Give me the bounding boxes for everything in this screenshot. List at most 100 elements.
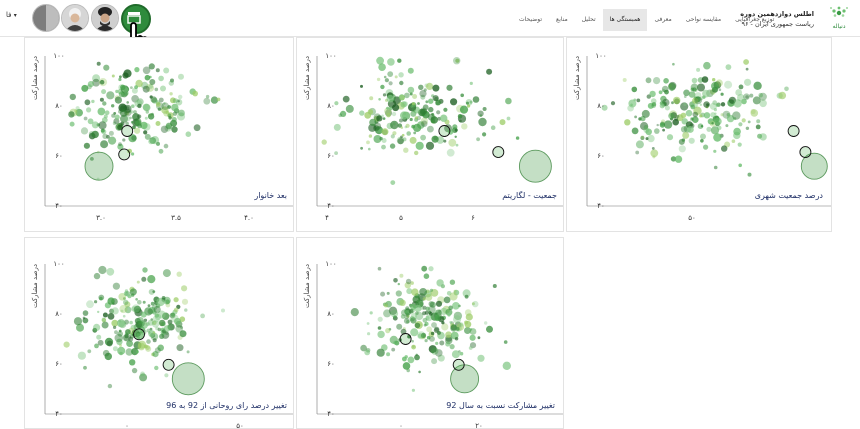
data-point[interactable] — [391, 347, 396, 352]
data-point[interactable] — [443, 139, 447, 143]
data-point[interactable] — [645, 128, 652, 136]
data-point[interactable] — [476, 137, 480, 142]
data-point[interactable] — [714, 112, 717, 115]
data-point[interactable] — [678, 145, 686, 153]
data-point[interactable] — [181, 285, 188, 292]
data-point[interactable] — [386, 352, 391, 357]
data-point[interactable] — [406, 368, 410, 373]
data-point[interactable] — [178, 109, 185, 117]
data-point[interactable] — [113, 325, 117, 329]
data-point[interactable] — [663, 78, 669, 84]
data-point-large[interactable] — [518, 149, 552, 183]
data-point[interactable] — [154, 313, 159, 318]
data-point[interactable] — [756, 119, 761, 124]
data-point[interactable] — [398, 72, 404, 78]
data-point[interactable] — [699, 114, 703, 118]
data-point[interactable] — [163, 102, 166, 105]
data-point[interactable] — [192, 90, 198, 97]
data-point[interactable] — [453, 57, 461, 65]
data-point[interactable] — [63, 341, 70, 348]
data-point[interactable] — [452, 124, 458, 130]
data-point[interactable] — [117, 331, 123, 337]
data-point[interactable] — [149, 137, 157, 144]
data-point[interactable] — [87, 349, 92, 354]
data-point[interactable] — [668, 82, 676, 91]
data-point[interactable] — [417, 333, 423, 339]
data-point[interactable] — [711, 122, 714, 125]
data-point[interactable] — [155, 121, 161, 126]
data-point[interactable] — [140, 121, 148, 130]
data-point[interactable] — [713, 133, 722, 142]
data-point[interactable] — [397, 282, 400, 286]
data-point[interactable] — [406, 131, 411, 136]
data-point[interactable] — [112, 346, 118, 352]
data-point[interactable] — [160, 85, 166, 92]
data-point[interactable] — [102, 101, 107, 106]
data-point[interactable] — [148, 306, 156, 314]
data-point[interactable] — [171, 126, 178, 133]
data-point[interactable] — [455, 58, 460, 63]
data-point[interactable] — [733, 131, 741, 140]
data-point[interactable] — [115, 89, 119, 94]
data-point[interactable] — [73, 317, 83, 326]
data-point[interactable] — [106, 340, 113, 347]
data-point[interactable] — [399, 80, 404, 86]
data-point[interactable] — [431, 135, 439, 143]
data-point[interactable] — [152, 315, 160, 323]
data-point[interactable] — [635, 140, 644, 149]
data-point[interactable] — [75, 108, 83, 117]
data-point[interactable] — [148, 138, 154, 145]
data-point[interactable] — [409, 136, 417, 144]
data-point[interactable] — [449, 344, 455, 350]
candidate-avatar-1[interactable] — [32, 4, 60, 32]
data-point[interactable] — [176, 344, 184, 352]
data-point[interactable] — [379, 136, 383, 141]
data-point[interactable] — [720, 102, 726, 107]
data-point[interactable] — [434, 326, 440, 332]
data-point[interactable] — [694, 96, 703, 105]
data-point[interactable] — [120, 114, 128, 123]
data-point[interactable] — [410, 317, 417, 324]
data-point[interactable] — [628, 99, 637, 108]
data-point[interactable] — [445, 308, 453, 316]
data-point[interactable] — [425, 316, 430, 320]
data-point[interactable] — [454, 128, 458, 132]
data-point[interactable] — [114, 96, 122, 104]
data-point[interactable] — [454, 337, 459, 341]
data-point[interactable] — [122, 314, 126, 318]
data-point[interactable] — [477, 110, 484, 117]
data-point[interactable] — [367, 332, 371, 336]
data-point[interactable] — [720, 92, 724, 96]
data-point[interactable] — [158, 148, 164, 154]
data-point[interactable] — [165, 122, 173, 129]
data-point[interactable] — [389, 143, 396, 149]
data-point[interactable] — [412, 94, 418, 99]
data-point[interactable] — [368, 147, 371, 151]
data-point[interactable] — [682, 131, 690, 139]
data-point[interactable] — [333, 123, 341, 131]
data-point[interactable] — [743, 59, 749, 65]
data-point[interactable] — [411, 388, 415, 392]
data-point[interactable] — [468, 346, 473, 350]
tab-notes[interactable]: توضیحات — [519, 16, 543, 23]
data-point[interactable] — [111, 74, 115, 78]
data-point[interactable] — [159, 320, 163, 323]
data-point[interactable] — [99, 97, 104, 102]
data-point[interactable] — [738, 163, 742, 168]
data-point[interactable] — [503, 340, 508, 344]
data-point[interactable] — [404, 310, 409, 315]
data-point[interactable] — [135, 79, 143, 88]
data-point[interactable] — [137, 342, 146, 351]
data-point[interactable] — [142, 66, 151, 75]
data-point[interactable] — [120, 309, 124, 313]
data-point[interactable] — [448, 305, 453, 311]
data-point[interactable] — [405, 123, 410, 128]
data-point[interactable] — [464, 294, 469, 299]
data-point[interactable] — [76, 323, 84, 332]
data-point[interactable] — [641, 109, 650, 118]
data-point[interactable] — [200, 313, 206, 319]
data-point[interactable] — [171, 117, 177, 122]
data-point[interactable] — [445, 341, 451, 347]
data-point[interactable] — [453, 311, 463, 321]
data-point[interactable] — [660, 95, 667, 103]
